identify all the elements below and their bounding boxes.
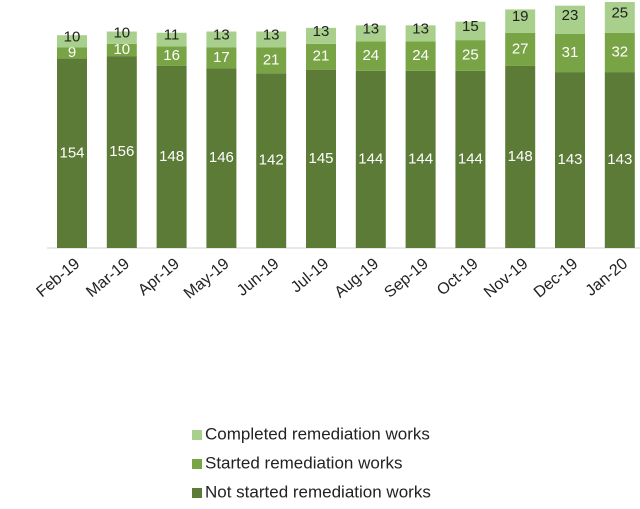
data-label: 156	[109, 143, 134, 160]
data-label: 24	[412, 47, 429, 64]
data-label: 145	[308, 150, 333, 167]
bar-segment	[206, 47, 237, 69]
data-label: 143	[557, 151, 582, 168]
data-label: 142	[259, 152, 284, 169]
data-label: 23	[562, 7, 579, 24]
x-tick-label: Apr-19	[135, 255, 183, 299]
bar-segment	[57, 47, 87, 59]
data-label: 148	[159, 148, 184, 165]
data-label: 143	[607, 151, 632, 168]
bar-segment	[455, 70, 486, 248]
bar-segment	[57, 35, 87, 48]
data-label: 10	[113, 25, 130, 42]
bar-segment	[604, 32, 635, 73]
bar-segment	[505, 65, 536, 249]
bar-segment	[156, 32, 187, 47]
data-label: 146	[209, 149, 234, 166]
x-tick-label: Jan-20	[583, 255, 631, 300]
bar-segment	[405, 41, 436, 71]
bar-segment	[206, 68, 237, 248]
data-label: 15	[462, 18, 479, 35]
data-label: 154	[59, 144, 84, 161]
data-label: 13	[412, 20, 429, 37]
bar-segment	[57, 58, 87, 248]
data-label: 144	[358, 150, 383, 167]
legend-label: Started remediation works	[205, 453, 402, 472]
x-tick-label: Dec-19	[531, 255, 582, 301]
data-label: 25	[611, 4, 628, 21]
data-label: 25	[462, 46, 479, 63]
data-label: 9	[68, 44, 76, 61]
legend-label: Completed remediation works	[205, 424, 430, 443]
bar-segment	[306, 69, 336, 249]
legend-swatch	[192, 430, 202, 440]
bar-segment	[206, 31, 237, 48]
data-label: 17	[213, 49, 230, 66]
x-tick-label: Jun-19	[234, 255, 282, 300]
legend-label: Not started remediation works	[205, 482, 431, 501]
data-label: 16	[163, 47, 180, 64]
bar-segment	[405, 25, 436, 42]
bar-segment	[604, 72, 635, 248]
data-label: 19	[512, 8, 529, 25]
bar-segment	[256, 73, 287, 248]
bar-segment	[306, 27, 336, 44]
data-label: 148	[508, 148, 533, 165]
data-label: 13	[263, 26, 280, 43]
data-label: 13	[213, 26, 230, 43]
bar-segment	[106, 43, 137, 57]
bar-segment	[555, 33, 585, 73]
data-label: 21	[263, 51, 280, 68]
bar-segment	[106, 31, 137, 44]
bar-segment	[405, 70, 436, 248]
bar-segment	[455, 40, 486, 71]
data-label: 11	[164, 26, 180, 43]
data-label: 10	[64, 28, 81, 45]
x-tick-label: Aug-19	[332, 255, 383, 301]
x-tick-label: Sep-19	[381, 255, 432, 301]
data-label: 21	[313, 48, 330, 65]
bar-segment	[505, 32, 536, 66]
bar-segment	[256, 47, 287, 74]
bar-segment	[156, 46, 187, 66]
x-tick-label: Feb-19	[34, 255, 84, 301]
data-label: 13	[362, 20, 379, 37]
data-label: 32	[611, 43, 628, 60]
bar-segment	[555, 72, 585, 248]
bar-segment	[106, 56, 137, 249]
x-tick-label: Nov-19	[481, 255, 532, 301]
data-label: 10	[113, 41, 130, 58]
data-label: 27	[512, 40, 529, 57]
data-label: 24	[362, 47, 379, 64]
bar-segment	[306, 43, 336, 70]
bar-segment	[505, 9, 536, 33]
legend-swatch	[192, 459, 202, 469]
bar-segment	[355, 25, 386, 42]
x-tick-label: Oct-19	[434, 255, 482, 299]
data-label: 144	[408, 150, 433, 167]
bar-segment	[156, 65, 187, 249]
bar-segment	[355, 70, 386, 248]
x-tick-label: Jul-19	[288, 255, 332, 296]
bar-segment	[555, 5, 585, 34]
bar-segment	[355, 41, 386, 71]
bar-segment	[256, 31, 287, 48]
bar-segment	[455, 21, 486, 41]
data-label: 144	[458, 150, 483, 167]
data-label: 31	[562, 44, 579, 61]
data-label: 13	[313, 23, 330, 40]
bar-segment	[604, 2, 635, 33]
x-tick-label: Mar-19	[83, 255, 133, 301]
x-tick-label: May-19	[181, 255, 233, 302]
legend-swatch	[192, 488, 202, 498]
